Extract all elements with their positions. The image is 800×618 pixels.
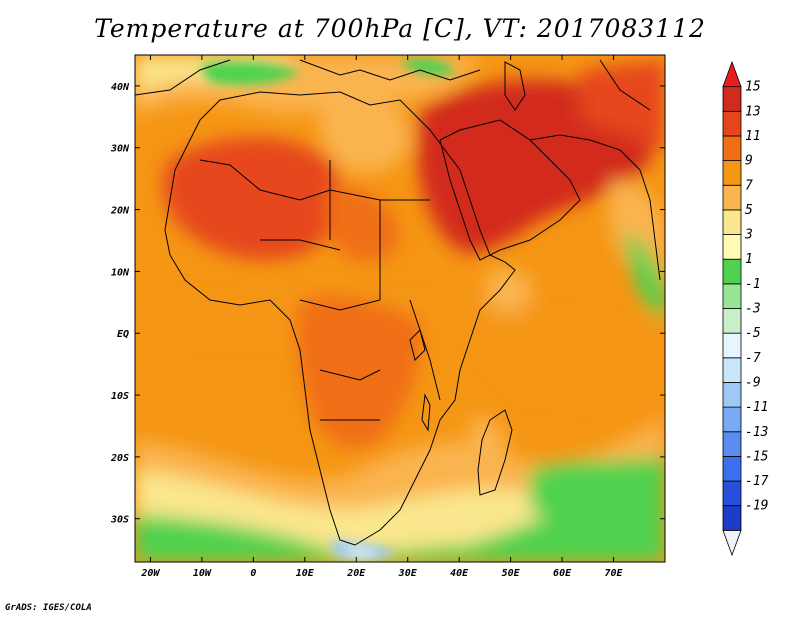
colorbar-label: 7 [745, 178, 753, 193]
colorbar-label: 13 [745, 104, 761, 119]
colorbar-swatch [722, 406, 742, 433]
temperature-field [135, 55, 665, 562]
colorbar-label: 1 [745, 252, 753, 267]
colorbar: 15 13 11 9 7 5 3 1 -1 -3 -5 -7 -9 -11 -13 -15 -17 -19 [722, 60, 769, 557]
lon-tick-label: 50E [502, 568, 521, 579]
lon-tick-label: 20W [140, 568, 160, 579]
lon-tick-label: 0 [250, 568, 256, 579]
credit-text: GrADS: IGES/COLA [5, 603, 92, 613]
colorbar-swatch [722, 357, 742, 383]
colorbar-label: -17 [745, 474, 769, 489]
colorbar-swatch [722, 86, 742, 112]
lat-tick-label: 40N [111, 82, 130, 93]
colorbar-swatch [722, 332, 742, 359]
colorbar-swatch [722, 505, 742, 531]
colorbar-swatch [722, 480, 742, 507]
colorbar-label: -3 [745, 302, 761, 317]
colorbar-label: 5 [745, 203, 753, 218]
lat-tick-label: 30S [110, 515, 129, 526]
lon-tick-label: 10E [296, 568, 315, 579]
colorbar-label: -1 [745, 277, 761, 292]
colorbar-label: -11 [745, 400, 768, 415]
colorbar-label: 15 [745, 80, 761, 95]
longitude-ticks: 20W 10W 0 10E 20E 30E 40E 50E 60E 70E [140, 55, 624, 579]
colorbar-label: -19 [745, 499, 768, 514]
colorbar-swatch [722, 234, 742, 260]
colorbar-label: -5 [745, 326, 761, 341]
lat-tick-label: 20N [110, 206, 130, 217]
map-title: Temperature at 700hPa [C], VT: 201708311… [94, 14, 706, 43]
lat-tick-label: 20S [110, 453, 129, 464]
colorbar-swatch [722, 455, 742, 482]
lon-tick-label: 70E [605, 568, 624, 579]
lon-tick-label: 60E [553, 568, 572, 579]
lat-tick-label: EQ [117, 329, 129, 340]
lat-tick-label: 10N [111, 267, 130, 278]
colorbar-label: -9 [745, 375, 761, 390]
colorbar-label: -15 [745, 449, 769, 464]
colorbar-swatch [722, 382, 742, 408]
lat-tick-label: 30N [110, 144, 130, 155]
colorbar-label: 11 [745, 129, 761, 144]
colorbar-label: 3 [744, 228, 753, 243]
lon-tick-label: 30E [398, 568, 418, 579]
lon-tick-label: 10W [193, 568, 212, 579]
colorbar-swatch [722, 135, 742, 161]
colorbar-swatch [722, 258, 742, 285]
colorbar-label: 9 [745, 154, 753, 169]
coastlines [135, 59, 661, 546]
colorbar-swatch [722, 209, 742, 235]
lat-tick-label: 10S [111, 391, 129, 402]
colorbar-swatch [722, 283, 742, 309]
colorbar-label: -13 [745, 425, 768, 440]
latitude-ticks: 40N 30N 20N 10N EQ 10S 20S 30S [110, 82, 665, 526]
colorbar-swatch [722, 160, 742, 186]
lon-tick-label: 40E [450, 568, 469, 579]
colorbar-label: -7 [745, 351, 761, 366]
colorbar-swatch [722, 431, 742, 457]
lon-tick-label: 20E [346, 568, 366, 579]
colorbar-swatch [722, 184, 742, 211]
colorbar-swatch [722, 308, 742, 334]
colorbar-swatch [722, 529, 742, 557]
colorbar-swatch [722, 110, 742, 137]
plot-frame [134, 54, 666, 563]
colorbar-swatch [722, 60, 742, 88]
